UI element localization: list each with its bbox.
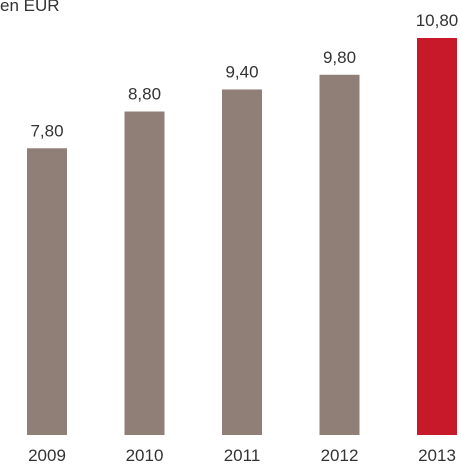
bar	[417, 38, 457, 435]
x-tick-label: 2010	[126, 446, 164, 464]
bar	[27, 148, 67, 435]
value-label: 7,80	[30, 121, 63, 140]
x-tick-label: 2009	[28, 446, 66, 464]
value-label: 8,80	[128, 85, 161, 104]
bar	[319, 74, 360, 435]
bar	[124, 111, 165, 435]
x-tick-label: 2012	[321, 446, 359, 464]
value-label: 9,80	[323, 48, 356, 67]
value-label: 10,80	[416, 11, 459, 30]
value-label: 9,40	[225, 62, 258, 81]
x-tick-label: 2011	[224, 446, 261, 464]
x-tick-label: 2013	[418, 446, 456, 464]
bar	[222, 89, 262, 436]
chart-subtitle: en EUR	[0, 0, 60, 15]
